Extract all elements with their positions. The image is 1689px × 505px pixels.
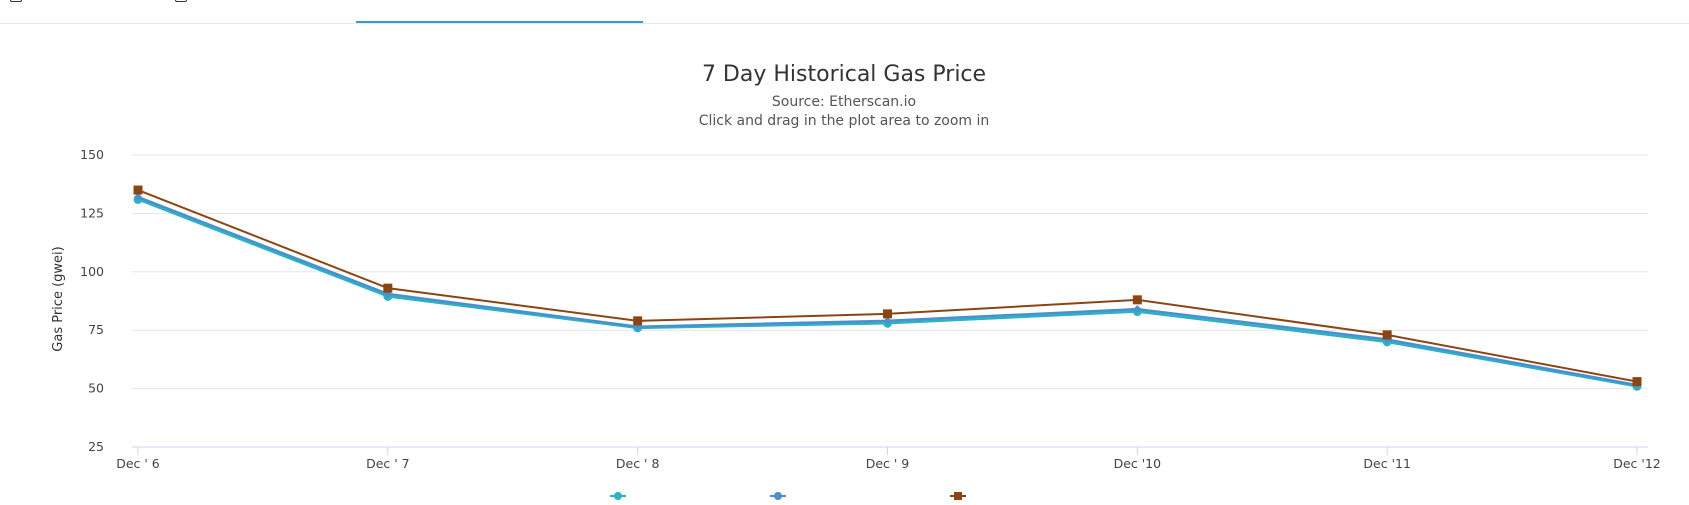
y-axis-ticks: 25 50 75 100 125 150 xyxy=(80,147,104,454)
series-group[interactable] xyxy=(133,185,1642,391)
data-point[interactable] xyxy=(133,185,143,195)
document-icon xyxy=(175,0,187,2)
x-tick-label: Dec '12 xyxy=(1613,456,1661,471)
x-tick-label: Dec '11 xyxy=(1363,456,1411,471)
y-tick-label: 150 xyxy=(80,147,104,162)
legend-marker[interactable] xyxy=(614,492,622,500)
series-line[interactable] xyxy=(137,195,1638,387)
y-tick-label: 25 xyxy=(88,439,104,454)
legend-marker[interactable] xyxy=(774,492,782,500)
x-tick-label: Dec ' 7 xyxy=(366,456,410,471)
y-tick-label: 75 xyxy=(88,322,104,337)
data-point[interactable] xyxy=(383,283,393,293)
document-icon xyxy=(10,0,22,2)
tab-3-active[interactable] xyxy=(356,0,643,23)
data-point[interactable] xyxy=(883,316,892,325)
chart-container[interactable]: 7 Day Historical Gas Price Source: Ether… xyxy=(0,24,1689,501)
gas-price-chart[interactable]: 7 Day Historical Gas Price Source: Ether… xyxy=(0,24,1689,501)
tab-bar xyxy=(0,0,1689,24)
x-tick-label: Dec ' 6 xyxy=(116,456,160,471)
y-tick-label: 50 xyxy=(88,381,104,396)
x-tick-label: Dec ' 8 xyxy=(616,456,660,471)
x-axis: Dec ' 6 Dec ' 7 Dec ' 8 Dec ' 9 Dec '10 Dec '… xyxy=(116,446,1661,471)
zoom-hint: Click and drag in the plot area to zoom … xyxy=(699,113,990,129)
grid-lines xyxy=(132,154,1648,390)
tab-1[interactable] xyxy=(10,0,150,22)
data-point[interactable] xyxy=(1382,330,1392,340)
data-point[interactable] xyxy=(633,316,643,326)
y-tick-label: 125 xyxy=(80,205,104,220)
x-tick-label: Dec '10 xyxy=(1114,456,1162,471)
y-axis-label: Gas Price (gwei) xyxy=(51,246,66,351)
chart-subtitle: Source: Etherscan.io xyxy=(772,94,916,110)
data-point[interactable] xyxy=(1632,377,1642,387)
series-line[interactable] xyxy=(137,198,1638,388)
x-tick-label: Dec ' 9 xyxy=(866,456,910,471)
data-point[interactable] xyxy=(1132,295,1142,305)
data-point[interactable] xyxy=(883,309,892,319)
tab-2[interactable] xyxy=(175,0,315,22)
data-point[interactable] xyxy=(1133,305,1142,314)
legend-marker[interactable] xyxy=(954,492,962,500)
chart-title: 7 Day Historical Gas Price xyxy=(702,62,986,87)
y-tick-label: 100 xyxy=(80,264,104,279)
legend[interactable] xyxy=(610,492,966,500)
data-point[interactable] xyxy=(134,193,142,202)
